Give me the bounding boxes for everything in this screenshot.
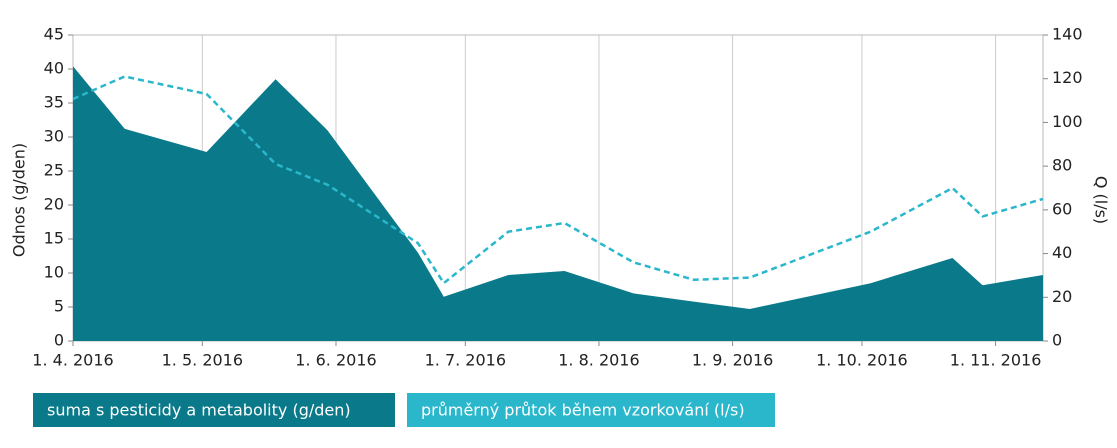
y2-tick-label: 0: [1052, 331, 1062, 350]
line: [72, 75, 1044, 285]
y2-axis-label: Q (l/s): [1092, 176, 1111, 224]
legend-swatch: [33, 393, 395, 427]
y-tick-label: 15: [44, 229, 64, 248]
y-tick-label: 10: [44, 263, 64, 282]
y-tick-label: 20: [44, 195, 64, 214]
y-tick-label: 45: [44, 25, 64, 44]
y2-tick-label: 140: [1052, 25, 1083, 44]
x-tick-label: 1. 11. 2016: [950, 351, 1042, 370]
x-tick-label: 1. 8. 2016: [558, 351, 639, 370]
legend-swatch: [407, 393, 775, 427]
y2-tick-label: 60: [1052, 199, 1072, 218]
y2-tick-label: 120: [1052, 68, 1083, 87]
y-tick-label: 0: [54, 331, 64, 350]
area: [73, 66, 1043, 342]
y2-tick-label: 40: [1052, 243, 1072, 262]
legend-label: průměrný průtok během vzorkování (l/s): [421, 401, 745, 420]
x-tick-label: 1. 10. 2016: [816, 351, 908, 370]
x-tick-label: 1. 5. 2016: [162, 351, 243, 370]
x-tick-label: 1. 4. 2016: [32, 351, 113, 370]
y-tick-label: 5: [54, 297, 64, 316]
x-tick-label: 1. 9. 2016: [692, 351, 773, 370]
y-tick-label: 25: [44, 161, 64, 180]
y-tick-label: 30: [44, 127, 64, 146]
x-tick-label: 1. 7. 2016: [425, 351, 506, 370]
legend-label: suma s pesticidy a metabolity (g/den): [47, 401, 351, 420]
x-tick-label: 1. 6. 2016: [295, 351, 376, 370]
y-axis-label: Odnos (g/den): [10, 143, 29, 257]
y-tick-label: 35: [44, 93, 64, 112]
y2-tick-label: 80: [1052, 156, 1072, 175]
y2-tick-label: 20: [1052, 287, 1072, 306]
y-tick-label: 40: [44, 59, 64, 78]
y2-tick-label: 100: [1052, 112, 1083, 131]
